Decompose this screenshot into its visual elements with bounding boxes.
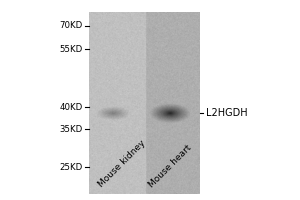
Text: L2HGDH: L2HGDH [206,108,247,118]
Text: 70KD: 70KD [59,21,83,30]
Text: Mouse heart: Mouse heart [147,143,193,189]
Text: 55KD: 55KD [59,45,83,53]
Text: 25KD: 25KD [59,162,83,171]
Text: 40KD: 40KD [59,102,83,112]
Text: 35KD: 35KD [59,124,83,134]
Text: Mouse kidney: Mouse kidney [97,138,148,189]
